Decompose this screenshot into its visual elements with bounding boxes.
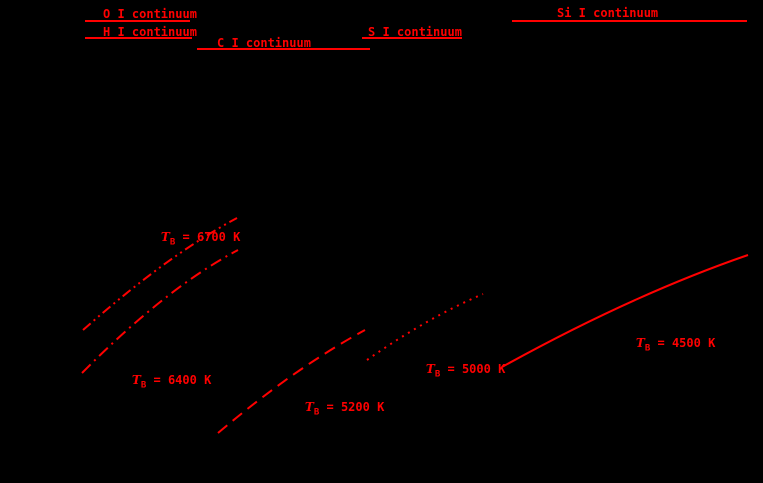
temp-label-6700: TB = 6700 K	[132, 218, 240, 257]
tb-symbol: T	[304, 400, 314, 414]
continuum-extent-si-i	[512, 20, 747, 22]
curve-tb-4500	[501, 254, 749, 368]
continuum-label-o-i: O I continuum	[103, 7, 197, 21]
tb-subscript: B	[313, 407, 320, 418]
curve-tb-5000	[366, 293, 484, 361]
tb-subscript: B	[434, 369, 441, 380]
continuum-label-c-i: C I continuum	[217, 36, 311, 50]
temp-value: = 6400 K	[146, 373, 212, 387]
temp-label-5000: TB = 5000 K	[397, 350, 505, 389]
continuum-label-h-i: H I continuum	[103, 25, 197, 39]
continuum-label-si-i: Si I continuum	[557, 6, 659, 20]
continuum-extent-c-i	[197, 48, 370, 50]
continuum-extent-h-i	[85, 37, 192, 39]
temp-value: = 6700 K	[175, 230, 241, 244]
temp-value: = 5000 K	[440, 362, 506, 376]
continuum-label-s-i: S I continuum	[368, 25, 462, 39]
temp-label-5200: TB = 5200 K	[276, 388, 384, 427]
temp-value: = 4500 K	[650, 336, 716, 350]
temp-value: = 5200 K	[319, 400, 385, 414]
tb-subscript: B	[140, 380, 147, 391]
temp-label-6400: TB = 6400 K	[103, 361, 211, 400]
tb-symbol: T	[635, 336, 645, 350]
tb-subscript: B	[644, 343, 651, 354]
continuum-extent-s-i	[362, 37, 462, 39]
continuum-extent-o-i	[85, 20, 190, 22]
curve-tb-6700	[82, 217, 238, 331]
curve-tb-6400	[81, 249, 239, 374]
tb-subscript: B	[169, 237, 176, 248]
tb-symbol: T	[131, 373, 141, 387]
tb-symbol: T	[425, 362, 435, 376]
curve-tb-5200	[217, 329, 366, 434]
tb-symbol: T	[160, 230, 170, 244]
temp-label-4500: TB = 4500 K	[607, 324, 715, 363]
